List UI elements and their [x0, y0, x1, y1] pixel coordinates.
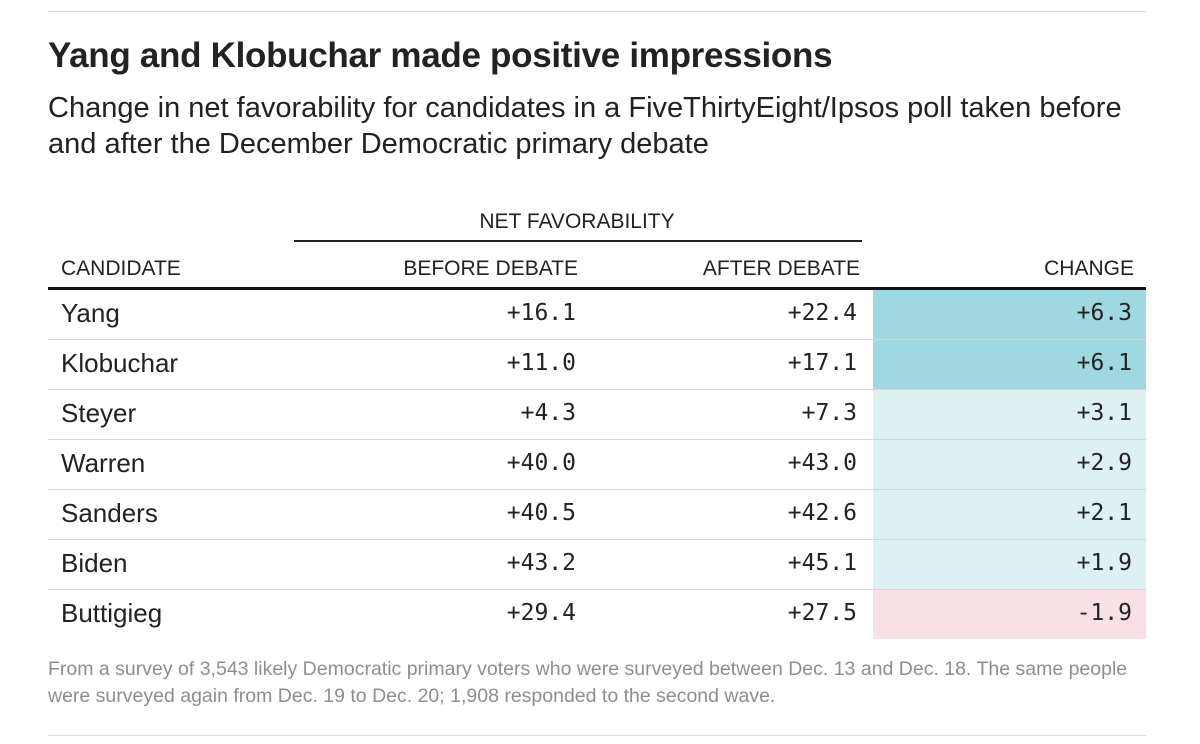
before-debate-value: +40.5	[506, 500, 576, 526]
after-debate-value: +27.5	[787, 600, 857, 626]
table-row: Biden +43.2 +45.1 +1.9	[48, 540, 1146, 590]
chart-subtitle: Change in net favorability for candidate…	[48, 92, 1122, 160]
after-debate-value: +22.4	[787, 300, 857, 326]
table-row: Steyer +4.3 +7.3 +3.1	[48, 390, 1146, 440]
table-row: Warren +40.0 +43.0 +2.9	[48, 440, 1146, 490]
table-body: Yang +16.1 +22.4 +6.3 Klobuchar +11.0 +17.1 +6.…	[48, 290, 1146, 639]
change-value: +6.1	[873, 340, 1146, 389]
candidate-name: Biden	[61, 548, 128, 578]
before-debate-value: +11.0	[506, 350, 576, 376]
table-row: Sanders +40.5 +42.6 +2.1	[48, 490, 1146, 540]
group-header-net-favorability: NET FAVORABILITY	[479, 210, 675, 233]
after-debate-value: +7.3	[801, 400, 857, 426]
candidate-name: Klobuchar	[61, 348, 179, 378]
table-row: Buttigieg +29.4 +27.5 -1.9	[48, 590, 1146, 639]
after-debate-value: +45.1	[787, 550, 857, 576]
change-value: +1.9	[873, 540, 1146, 589]
table-row: Yang +16.1 +22.4 +6.3	[48, 290, 1146, 340]
candidate-name: Yang	[61, 298, 120, 328]
candidate-name: Buttigieg	[61, 598, 163, 628]
candidate-name: Steyer	[61, 398, 137, 428]
change-value: +2.1	[873, 490, 1146, 539]
before-debate-value: +29.4	[506, 600, 576, 626]
change-value: +3.1	[873, 390, 1146, 439]
table-row: Klobuchar +11.0 +17.1 +6.1	[48, 340, 1146, 390]
after-debate-value: +42.6	[787, 500, 857, 526]
candidate-name: Sanders	[61, 498, 158, 528]
column-header-change: CHANGE	[1044, 257, 1134, 280]
column-header-after-debate: AFTER DEBATE	[702, 257, 860, 280]
before-debate-value: +43.2	[506, 550, 576, 576]
before-debate-value: +4.3	[520, 400, 576, 426]
change-value: +6.3	[873, 290, 1146, 339]
group-header-underline	[294, 240, 862, 242]
before-debate-value: +40.0	[506, 450, 576, 476]
bottom-rule	[48, 735, 1146, 736]
change-value: +2.9	[873, 440, 1146, 489]
header-rule	[48, 287, 1146, 290]
column-header-candidate: CANDIDATE	[61, 257, 181, 280]
after-debate-value: +17.1	[787, 350, 857, 376]
after-debate-value: +43.0	[787, 450, 857, 476]
chart-title: Yang and Klobuchar made positive impress…	[48, 36, 833, 75]
source-note: From a survey of 3,543 likely Democratic…	[48, 658, 1128, 707]
change-value: -1.9	[873, 590, 1146, 639]
top-rule	[48, 11, 1146, 12]
before-debate-value: +16.1	[506, 300, 576, 326]
column-header-before-debate: BEFORE DEBATE	[403, 257, 578, 280]
candidate-name: Warren	[61, 448, 146, 478]
